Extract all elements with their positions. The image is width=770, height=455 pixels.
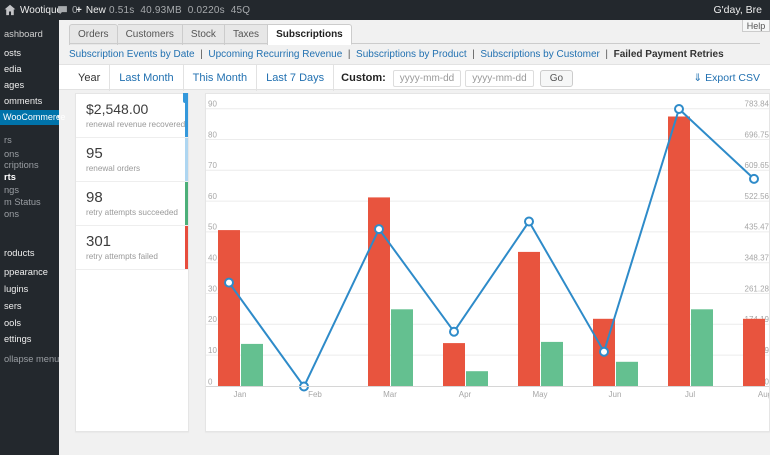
svg-text:Jun: Jun (609, 390, 622, 399)
svg-text:Apr: Apr (459, 390, 472, 399)
svg-text:90: 90 (208, 100, 217, 109)
svg-text:522.56: 522.56 (745, 192, 770, 201)
svg-text:40: 40 (208, 254, 217, 263)
svg-text:783.84: 783.84 (745, 100, 770, 109)
svg-text:696.75: 696.75 (745, 130, 770, 139)
svg-text:30: 30 (208, 284, 217, 293)
svg-text:Jan: Jan (234, 390, 247, 399)
svg-text:80: 80 (208, 130, 217, 139)
svg-text:0: 0 (208, 377, 213, 386)
svg-text:50: 50 (208, 223, 217, 232)
svg-text:Jul: Jul (685, 390, 695, 399)
svg-text:Aug: Aug (758, 390, 770, 399)
svg-text:60: 60 (208, 192, 217, 201)
svg-text:10: 10 (208, 346, 217, 355)
svg-text:70: 70 (208, 161, 217, 170)
svg-text:May: May (532, 390, 547, 399)
svg-text:20: 20 (208, 315, 217, 324)
svg-text:261.28: 261.28 (745, 284, 770, 293)
svg-text:Mar: Mar (383, 390, 397, 399)
svg-text:348.37: 348.37 (745, 254, 770, 263)
svg-text:609.65: 609.65 (745, 161, 770, 170)
svg-text:Feb: Feb (308, 390, 322, 399)
svg-text:435.47: 435.47 (745, 223, 770, 232)
